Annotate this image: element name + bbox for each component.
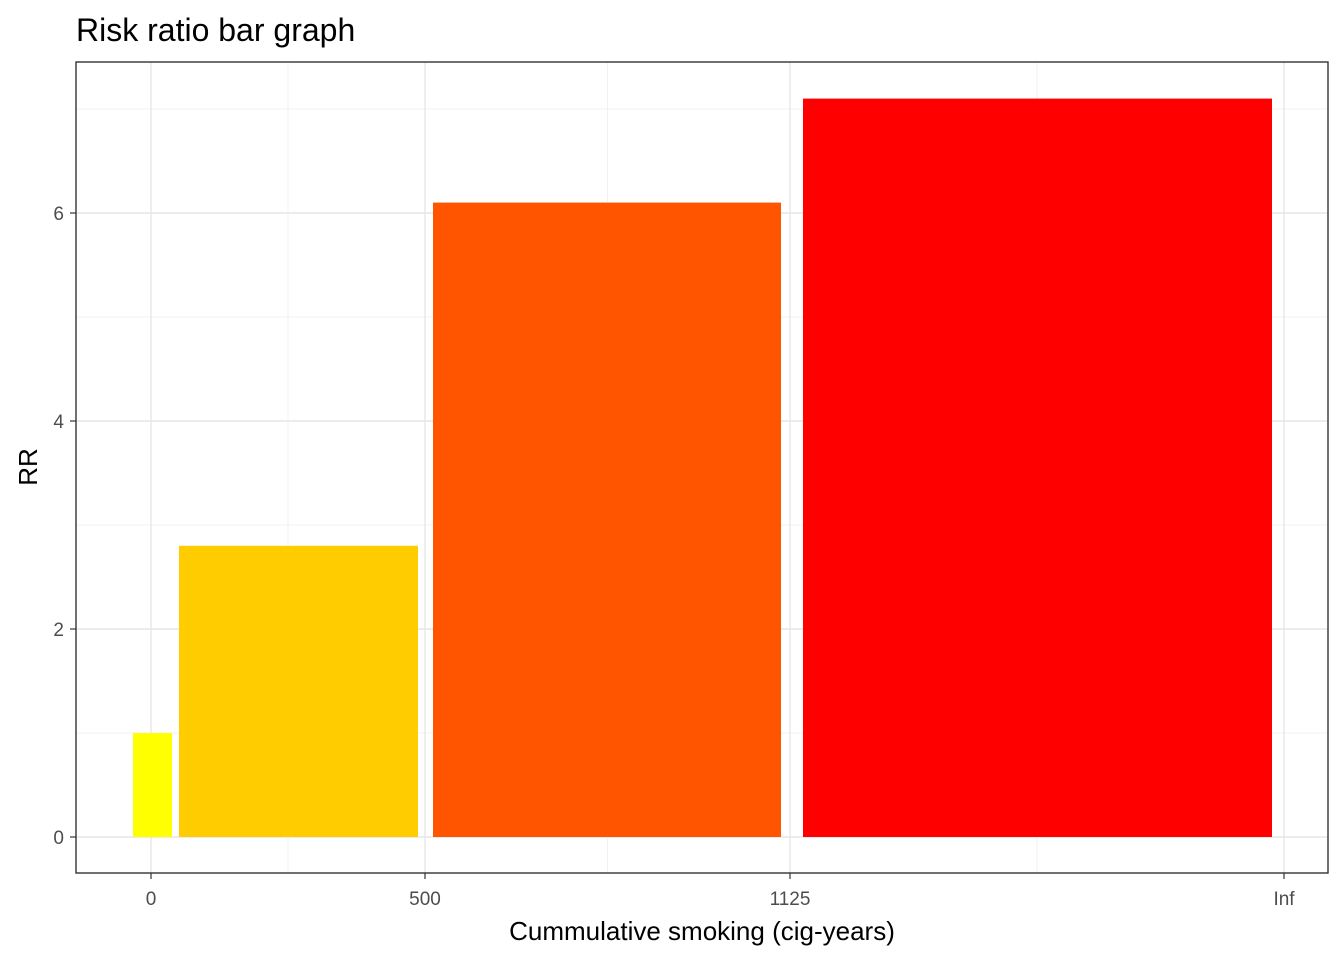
bar-2	[179, 545, 418, 837]
plot-border	[75, 61, 1329, 874]
bar-3	[433, 202, 781, 838]
x-axis-label: Cummulative smoking (cig-years)	[509, 916, 895, 946]
x-tick-label: 1125	[770, 889, 811, 910]
y-tick-label: 4	[53, 412, 64, 433]
x-tick-label: 0	[146, 889, 157, 910]
x-axis-ticks: 0 500 1125 Inf	[146, 873, 1295, 910]
bar-1	[133, 733, 172, 837]
chart-title: Risk ratio bar graph	[76, 12, 355, 48]
y-tick-label: 6	[53, 204, 64, 225]
x-tick-label: 500	[409, 889, 441, 910]
x-tick-label: Inf	[1273, 889, 1295, 910]
y-axis-label: RR	[13, 448, 43, 486]
y-tick-label: 2	[53, 620, 64, 641]
bar-4	[803, 98, 1272, 838]
y-axis-ticks: 0 2 4 6	[53, 204, 76, 849]
bars	[133, 98, 1272, 838]
y-tick-label: 0	[53, 828, 64, 849]
